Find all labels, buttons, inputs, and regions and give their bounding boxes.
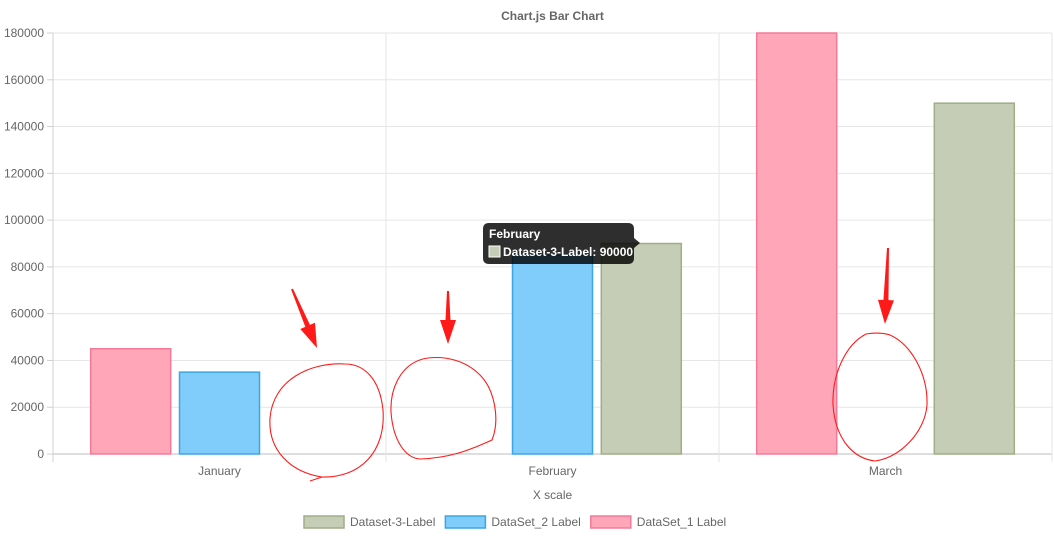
y-tick-label: 80000 (11, 260, 45, 274)
chart-title: Chart.js Bar Chart (501, 9, 604, 23)
annotation-circle (832, 332, 928, 462)
y-tick-label: 120000 (4, 166, 44, 180)
x-tick-label: January (198, 464, 241, 478)
tooltip-swatch (488, 245, 501, 258)
legend-swatch[interactable] (590, 515, 632, 529)
x-axis-title: X scale (533, 488, 573, 502)
annotation-arrow (291, 288, 317, 348)
tooltip-label: Dataset-3-Label: 90000 (503, 245, 633, 259)
legend-item-label[interactable]: Dataset-3-Label (350, 515, 435, 529)
y-tick-label: 160000 (4, 73, 44, 87)
tooltip-box (483, 223, 640, 264)
tooltip-title: February (489, 227, 541, 241)
y-tick-label: 140000 (4, 120, 44, 134)
legend-swatch[interactable] (444, 515, 487, 529)
y-tick-label: 20000 (11, 400, 45, 414)
annotation-arrow (440, 291, 456, 344)
x-tick-label: February (528, 464, 576, 478)
y-tick-label: 60000 (11, 307, 45, 321)
y-tick-label: 100000 (4, 213, 44, 227)
legend-item-label[interactable]: DataSet_1 Label (637, 515, 726, 529)
bar[interactable] (178, 371, 261, 455)
legend-swatch[interactable] (303, 515, 345, 529)
y-tick-label: 180000 (4, 26, 44, 40)
bar[interactable] (89, 348, 172, 455)
y-tick-label: 40000 (11, 353, 45, 367)
annotation-circle (390, 356, 497, 460)
annotation-circle (269, 363, 384, 482)
x-tick-label: March (869, 464, 902, 478)
y-tick-label: 0 (37, 447, 44, 461)
bar[interactable] (600, 242, 683, 455)
bar[interactable] (511, 254, 594, 455)
bar[interactable] (933, 102, 1016, 455)
legend-item-label[interactable]: DataSet_2 Label (491, 515, 580, 529)
annotation-arrow (877, 247, 894, 324)
bar[interactable] (755, 32, 838, 455)
